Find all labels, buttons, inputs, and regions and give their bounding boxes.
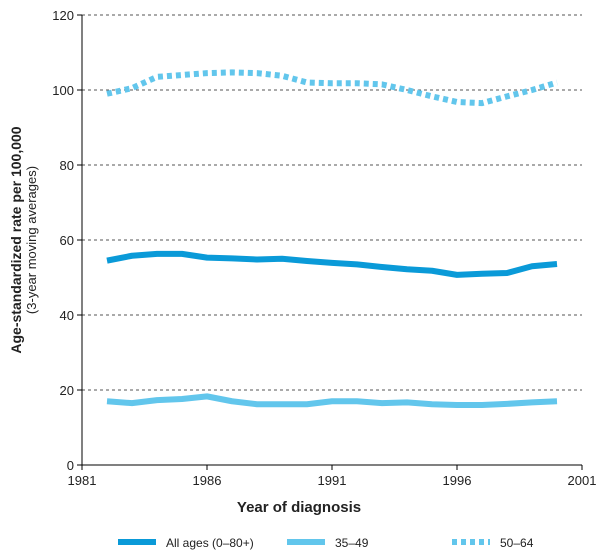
legend-label: All ages (0–80+)	[166, 536, 254, 550]
y-axis-label: Age-standardized rate per 100,000	[8, 126, 24, 353]
legend-label: 50–64	[500, 536, 534, 550]
y-axis-sublabel: (3-year moving averages)	[24, 166, 39, 314]
x-tick-label: 1986	[193, 473, 222, 488]
x-axis-label: Year of diagnosis	[237, 499, 361, 516]
series-line	[106, 69, 558, 107]
series-line	[106, 250, 558, 278]
x-tick-label: 1996	[443, 473, 472, 488]
legend-label: 35–49	[335, 536, 369, 550]
x-tick-label: 1981	[68, 473, 97, 488]
y-tick-label: 80	[60, 158, 74, 173]
y-tick-label: 0	[67, 458, 74, 473]
y-tick-label: 60	[60, 233, 74, 248]
y-tick-label: 20	[60, 383, 74, 398]
x-tick-label: 1991	[318, 473, 347, 488]
y-tick-label: 100	[52, 83, 74, 98]
x-tick-label: 2001	[568, 473, 597, 488]
y-tick-label: 120	[52, 8, 74, 23]
series-line	[106, 393, 558, 408]
y-tick-label: 40	[60, 308, 74, 323]
